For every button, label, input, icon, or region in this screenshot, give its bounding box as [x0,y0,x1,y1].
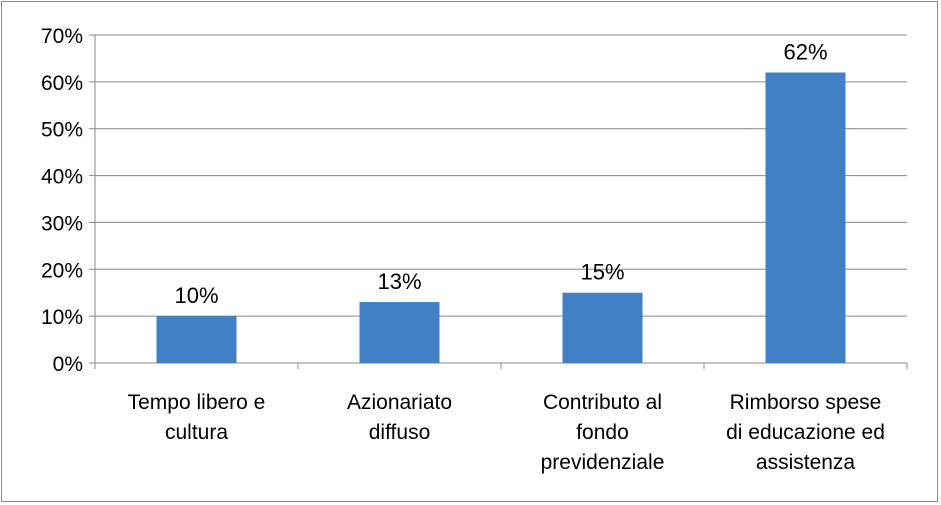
category-label-4: Rimborso spese di educazione ed assistenza [726,391,885,474]
category-label-line: Rimborso spese [730,391,882,414]
category-label-line: fondo [576,421,629,444]
category-label-line: Tempo libero e [128,391,266,414]
data-label-2: 13% [377,269,421,294]
y-tick-label: 30% [41,212,83,235]
category-label-line: Azionariato [347,391,452,414]
y-tick-label: 10% [41,306,83,329]
y-tick-label: 60% [41,72,83,95]
y-tick-label: 0% [53,353,83,376]
bar-2 [359,302,440,363]
y-tick-label: 20% [41,259,83,282]
category-label-line: di educazione ed [726,421,885,444]
category-label-line: diffuso [369,421,431,444]
category-label-line: previdenziale [541,451,665,474]
category-label-line: cultura [165,421,228,444]
data-label-3: 15% [580,260,624,285]
category-label-line: assistenza [756,451,856,474]
y-tick-label: 70% [41,25,83,48]
category-label-line: Contributo al [543,391,662,414]
data-label-4: 62% [783,39,827,64]
bar-4 [765,72,846,363]
category-label-2: Azionariato diffuso [347,391,452,444]
y-tick-label: 40% [41,166,83,189]
category-label-3: Contributo al fondo previdenziale [541,391,665,474]
category-label-1: Tempo libero e cultura [128,391,266,444]
bar-1 [156,316,237,363]
data-label-1: 10% [174,283,218,308]
y-tick-label: 50% [41,119,83,142]
bar-3 [562,292,643,363]
